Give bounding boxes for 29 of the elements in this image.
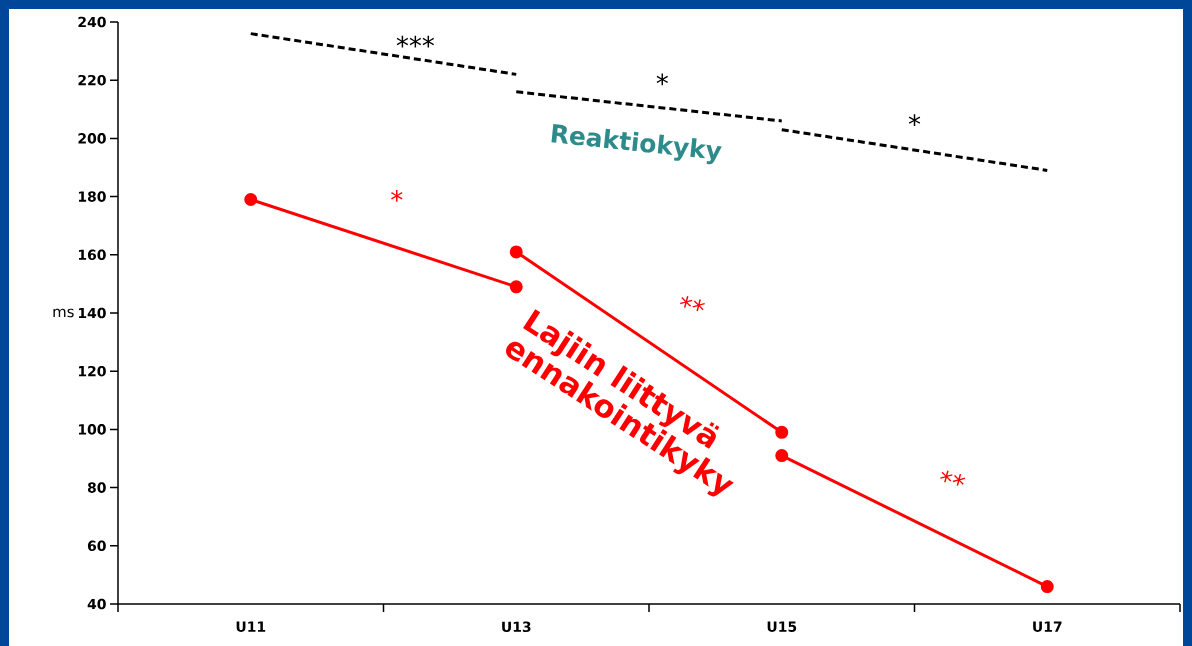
x-tick-label: U11 <box>236 621 266 632</box>
point <box>244 193 258 207</box>
y-tick-label: 40 <box>87 598 106 610</box>
y-tick-label: 100 <box>78 424 106 435</box>
y-tick-label: 140 <box>78 307 106 319</box>
point <box>775 425 789 439</box>
annotation: *** <box>396 35 435 48</box>
x-tick-label: U17 <box>1033 621 1062 632</box>
y-tick-label: 60 <box>87 540 106 552</box>
point <box>1040 580 1054 594</box>
annotation: Reaktiokyky <box>551 124 722 165</box>
point <box>775 449 789 463</box>
x-tick-label: U15 <box>767 621 797 632</box>
annotation: * <box>656 73 668 86</box>
annotation: ** <box>940 470 966 486</box>
y-axis-title: ms <box>53 308 74 318</box>
y-tick-label: 180 <box>78 191 106 202</box>
point <box>509 245 523 259</box>
y-tick-label: 120 <box>78 365 106 377</box>
point <box>509 280 523 294</box>
annotation: * <box>391 189 403 202</box>
x-tick-label: U13 <box>502 621 531 633</box>
y-tick-label: 80 <box>87 482 106 493</box>
y-tick-label: 240 <box>78 16 106 28</box>
annotation: * <box>908 114 921 127</box>
y-tick-label: 220 <box>78 74 106 86</box>
annotation: ** <box>680 296 705 312</box>
y-tick-label: 200 <box>78 133 106 144</box>
y-tick-label: 160 <box>78 249 106 261</box>
